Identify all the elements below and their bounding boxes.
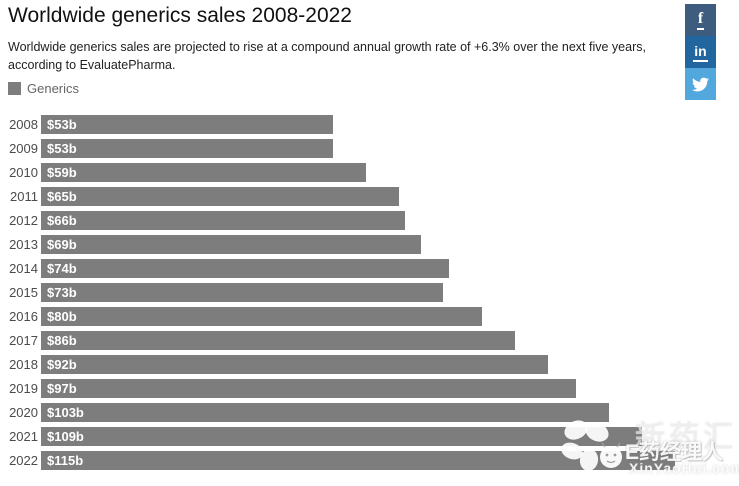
category-label: 2017	[9, 332, 38, 348]
bar-generics[interactable]: $53b	[41, 114, 333, 134]
category-label: 2013	[9, 236, 38, 252]
legend-label: Generics	[27, 81, 80, 96]
bar-generics[interactable]: $65b	[41, 186, 399, 206]
bar-generics[interactable]: $66b	[41, 210, 405, 230]
category-label: 2022	[9, 452, 38, 468]
twitter-share-button[interactable]	[685, 68, 716, 100]
bar-generics[interactable]: $69b	[41, 234, 421, 254]
linkedin-icon: in	[693, 43, 708, 62]
category-label: 2008	[9, 116, 38, 132]
bar-value-label: $92b	[47, 356, 77, 372]
share-bar: f in	[685, 4, 716, 100]
chart-row: 2021 $109b	[0, 424, 739, 448]
bar-chart: 2008 $53b 2009 $53b 2010 $59b 2011 $65b …	[0, 112, 739, 472]
bar-generics[interactable]: $115b	[41, 450, 675, 470]
chart-row: 2017 $86b	[0, 328, 739, 352]
chart-row: 2022 $115b	[0, 448, 739, 472]
chart-row: 2012 $66b	[0, 208, 739, 232]
chart-row: 2014 $74b	[0, 256, 739, 280]
chart-row: 2019 $97b	[0, 376, 739, 400]
bar-generics[interactable]: $59b	[41, 162, 366, 182]
category-label: 2016	[9, 308, 38, 324]
facebook-icon: f	[696, 10, 705, 30]
chart-subtitle: Worldwide generics sales are projected t…	[8, 40, 646, 72]
chart-row: 2020 $103b	[0, 400, 739, 424]
bar-generics[interactable]: $80b	[41, 306, 482, 326]
category-label: 2012	[9, 212, 38, 228]
facebook-share-button[interactable]: f	[685, 4, 716, 36]
bar-value-label: $53b	[47, 140, 77, 156]
bar-generics[interactable]: $92b	[41, 354, 548, 374]
bar-value-label: $103b	[47, 404, 84, 420]
bar-value-label: $97b	[47, 380, 77, 396]
chart-row: 2011 $65b	[0, 184, 739, 208]
chart-row: 2013 $69b	[0, 232, 739, 256]
bar-value-label: $66b	[47, 212, 77, 228]
bar-generics[interactable]: $73b	[41, 282, 443, 302]
legend-item-generics[interactable]: Generics	[8, 81, 79, 96]
category-label: 2009	[9, 140, 38, 156]
linkedin-share-button[interactable]: in	[685, 36, 716, 68]
category-label: 2019	[9, 380, 38, 396]
category-label: 2018	[9, 356, 38, 372]
bar-value-label: $53b	[47, 116, 77, 132]
twitter-bird-icon	[692, 77, 709, 91]
chart-row: 2016 $80b	[0, 304, 739, 328]
category-label: 2015	[9, 284, 38, 300]
category-label: 2014	[9, 260, 38, 276]
chart-row: 2015 $73b	[0, 280, 739, 304]
bar-generics[interactable]: $86b	[41, 330, 515, 350]
bar-value-label: $115b	[47, 452, 84, 468]
bar-value-label: $69b	[47, 236, 77, 252]
bar-generics[interactable]: $97b	[41, 378, 576, 398]
legend-swatch	[8, 82, 21, 95]
category-label: 2020	[9, 404, 38, 420]
bar-generics[interactable]: $74b	[41, 258, 449, 278]
chart-row: 2009 $53b	[0, 136, 739, 160]
bar-value-label: $65b	[47, 188, 77, 204]
category-label: 2011	[10, 188, 38, 204]
chart-row: 2010 $59b	[0, 160, 739, 184]
category-label: 2010	[9, 164, 38, 180]
category-label: 2021	[9, 428, 38, 444]
bar-value-label: $109b	[47, 428, 84, 444]
bar-value-label: $86b	[47, 332, 77, 348]
bar-value-label: $74b	[47, 260, 77, 276]
bar-generics[interactable]: $103b	[41, 402, 609, 422]
bar-generics[interactable]: $53b	[41, 138, 333, 158]
chart-row: 2018 $92b	[0, 352, 739, 376]
bar-value-label: $59b	[47, 164, 77, 180]
page-title: Worldwide generics sales 2008-2022	[8, 4, 352, 27]
bar-value-label: $80b	[47, 308, 77, 324]
bar-generics[interactable]: $109b	[41, 426, 642, 446]
chart-row: 2008 $53b	[0, 112, 739, 136]
bar-value-label: $73b	[47, 284, 77, 300]
